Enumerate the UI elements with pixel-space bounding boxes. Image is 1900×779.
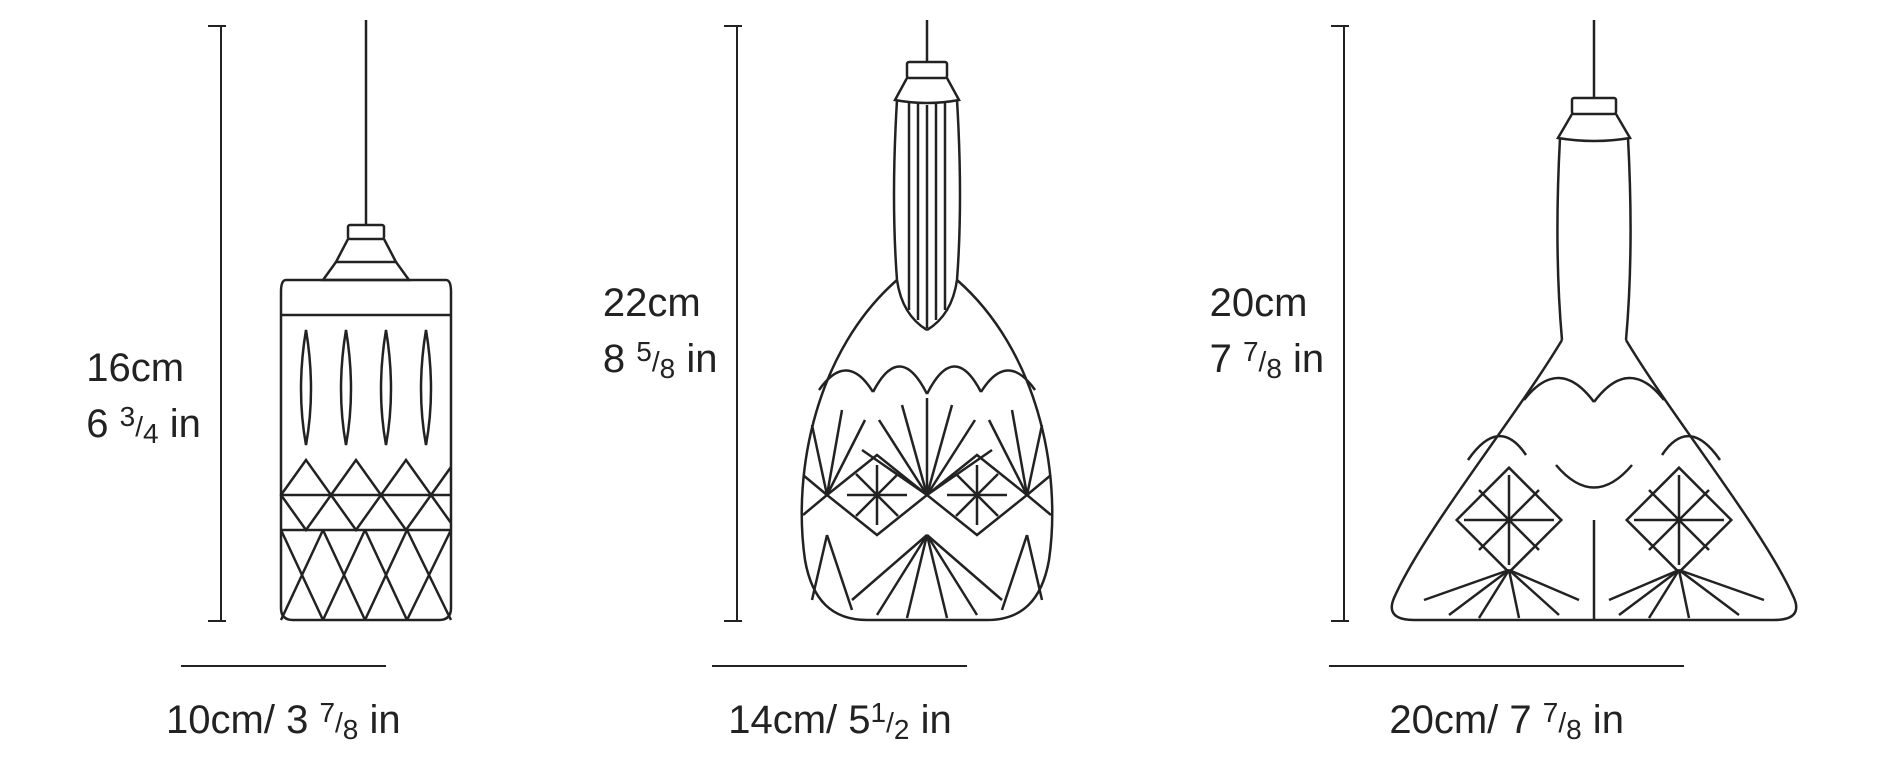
height-label-1: 16cm 6 3/4 in [86,340,201,452]
width-dimension-2: 14cm/ 51/2 in [712,665,967,748]
pendant-3-svg [1364,20,1824,640]
height-dimension-1: 16cm 6 3/4 in [76,20,226,620]
width-label-1: 10cm/ 3 7/8 in [166,692,401,748]
pendant-1-svg [241,20,491,640]
diagram-container: 16cm 6 3/4 in [0,0,1900,779]
drawing-area-2: 22cm 8 5/8 in [582,20,1097,640]
width-label-2: 14cm/ 51/2 in [728,692,951,748]
height-label-2: 22cm 8 5/8 in [603,275,718,387]
height-dimension-2: 22cm 8 5/8 in [582,20,742,620]
height-dimension-3: 20cm 7 7/8 in [1189,20,1349,620]
drawing-area-3: 20cm 7 7/8 in [1189,20,1824,640]
width-dimension-1: 10cm/ 3 7/8 in [166,665,401,748]
width-label-3: 20cm/ 7 7/8 in [1389,692,1624,748]
height-label-3: 20cm 7 7/8 in [1210,275,1325,387]
width-dimension-3: 20cm/ 7 7/8 in [1329,665,1684,748]
pendant-3: 20cm 7 7/8 in [1189,20,1824,759]
pendant-2: 22cm 8 5/8 in [582,20,1097,759]
drawing-area-1: 16cm 6 3/4 in [76,20,491,640]
pendant-1: 16cm 6 3/4 in [76,20,491,759]
pendant-2-svg [757,20,1097,640]
